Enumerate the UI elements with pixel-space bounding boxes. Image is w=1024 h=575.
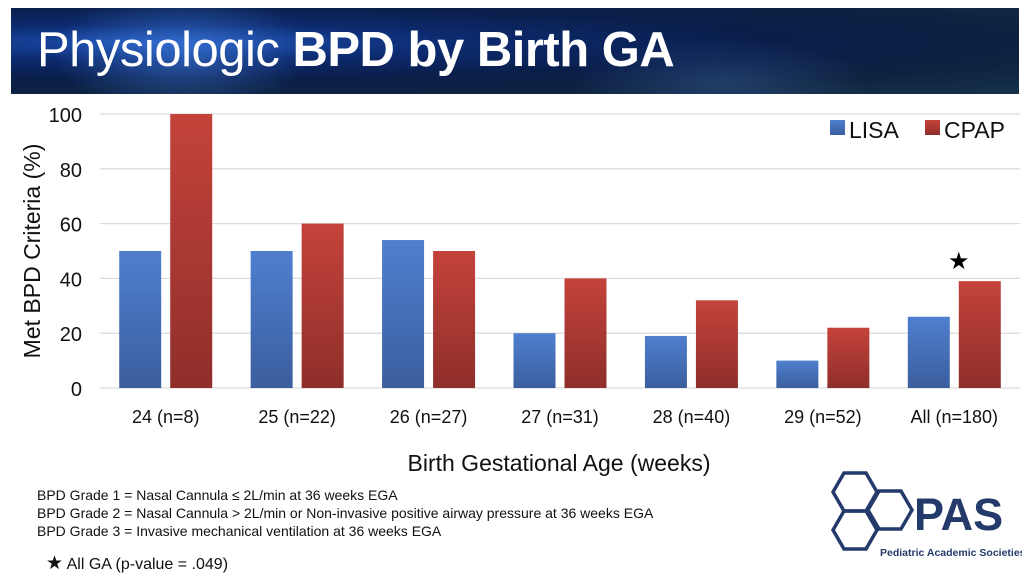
y-tick-label: 80: [60, 160, 82, 182]
x-tick-label: 28 (n=40): [653, 407, 731, 427]
bar-cpap: [564, 278, 607, 388]
note-grade-1: BPD Grade 1 = Nasal Cannula ≤ 2L/min at …: [37, 487, 398, 503]
slide-title: Physiologic BPD by Birth GA: [37, 22, 675, 78]
bar-lisa: [644, 335, 687, 388]
y-tick-label: 100: [49, 105, 82, 127]
bpd-grade-notes: BPD Grade 1 = Nasal Cannula ≤ 2L/min at …: [37, 486, 653, 540]
y-tick-label: 60: [60, 215, 82, 237]
x-axis-label: Birth Gestational Age (weeks): [408, 450, 711, 476]
bar-lisa: [513, 333, 556, 388]
title-regular: Physiologic: [37, 23, 280, 77]
x-tick-label: 27 (n=31): [521, 407, 599, 427]
x-tick-label: 24 (n=8): [132, 407, 200, 427]
y-tick-label: 40: [60, 269, 82, 291]
logo-subtitle: Pediatric Academic Societies: [880, 547, 1022, 559]
pas-logo: PAS Pediatric Academic Societies: [830, 471, 1022, 559]
significance-text: All GA (p-value = .049): [66, 556, 229, 573]
x-tick-label: 25 (n=22): [258, 407, 336, 427]
bar-lisa: [907, 316, 950, 388]
y-axis-label: Met BPD Criteria (%): [19, 144, 45, 359]
title-bold: BPD by Birth GA: [292, 23, 675, 77]
note-grade-2: BPD Grade 2 = Nasal Cannula > 2L/min or …: [37, 505, 654, 521]
x-tick-label: 29 (n=52): [784, 407, 862, 427]
logo-name: PAS: [914, 489, 1003, 540]
legend-swatch-cpap: [925, 120, 940, 135]
bar-cpap: [301, 223, 344, 388]
significance-note: ★ All GA (p-value = .049): [46, 552, 228, 575]
bar-lisa: [250, 251, 293, 388]
bar-lisa: [776, 360, 819, 388]
bar-lisa: [382, 240, 425, 388]
bar-cpap: [170, 114, 213, 388]
hexagon-icon: [830, 471, 915, 551]
legend-label-cpap: CPAP: [944, 117, 1005, 143]
y-tick-label: 0: [71, 379, 82, 401]
bar-cpap: [827, 327, 870, 388]
legend-swatch-lisa: [830, 120, 845, 135]
significance-star: ★: [948, 248, 970, 275]
bar-cpap: [695, 300, 738, 388]
legend: LISA CPAP: [830, 117, 1005, 143]
bar-chart: 0 20 40 60 80 100 24 (n=8) 25 (n=22) 26 (n=27) 2…: [19, 105, 1020, 476]
title-banner: Physiologic BPD by Birth GA: [11, 8, 1019, 94]
bar-cpap: [433, 251, 476, 388]
legend-label-lisa: LISA: [849, 117, 900, 143]
bar-cpap: [958, 281, 1001, 388]
star-icon: ★: [46, 553, 64, 574]
banner-glow: [51, 8, 311, 94]
note-grade-3: BPD Grade 3 = Invasive mechanical ventil…: [37, 523, 442, 539]
bar-lisa: [119, 251, 162, 388]
y-tick-label: 20: [60, 324, 82, 346]
x-tick-label: 26 (n=27): [390, 407, 468, 427]
x-tick-label: All (n=180): [911, 407, 999, 427]
